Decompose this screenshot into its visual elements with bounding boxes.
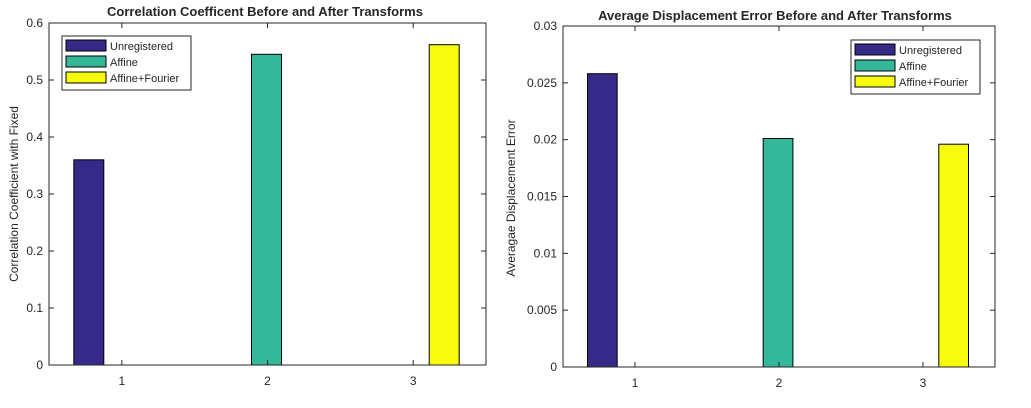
y-tick-label: 0.2 (26, 244, 43, 258)
legend: Unregistered Affine Affine+Fourier (61, 35, 192, 91)
y-tick-label: 0.4 (26, 130, 43, 144)
x-ticks: 1 2 3 (632, 26, 927, 390)
x-tick-label: 2 (776, 376, 783, 390)
y-tick-label: 0.005 (527, 303, 557, 317)
y-tick-label: 0.1 (26, 301, 43, 315)
y-axis-label: Averagae Displacement Error (504, 119, 518, 276)
legend-swatch (65, 55, 107, 68)
displacement-chart: Average Displacement Error Before and Af… (504, 8, 996, 390)
legend-swatch (65, 71, 107, 84)
correlation-chart: Correlation Coefficent Before and After … (7, 4, 487, 388)
legend-swatch (854, 75, 896, 88)
y-tick-label: 0.03 (534, 19, 558, 33)
legend-label: Unregistered (899, 45, 962, 57)
legend-label: Unregistered (110, 41, 173, 53)
x-ticks: 1 2 3 (118, 23, 417, 388)
bars (587, 73, 969, 368)
y-tick-label: 0.5 (26, 73, 43, 87)
legend-swatch (854, 59, 896, 72)
y-tick-label: 0.6 (26, 16, 43, 30)
x-tick-label: 2 (264, 374, 271, 388)
legend-swatch (854, 43, 896, 56)
legend-label: Affine (110, 57, 138, 69)
x-tick-label: 1 (118, 374, 125, 388)
bar-unregistered-1 (587, 73, 618, 368)
legend: Unregistered Affine Affine+Fourier (850, 39, 981, 95)
bars (73, 44, 460, 366)
y-ticks: 0 0.1 0.2 0.3 0.4 0.5 0.6 (26, 16, 486, 372)
y-tick-label: 0.3 (26, 187, 43, 201)
y-tick-label: 0.01 (534, 246, 558, 260)
legend-label: Affine+Fourier (899, 77, 969, 89)
chart-title: Average Displacement Error Before and Af… (598, 8, 952, 23)
x-tick-label: 3 (920, 376, 927, 390)
legend-swatch (65, 39, 107, 52)
y-tick-label: 0 (36, 358, 43, 372)
legend-label: Affine (899, 61, 927, 73)
chart-title: Correlation Coefficent Before and After … (107, 4, 423, 19)
bar-unregistered-1 (73, 159, 105, 366)
bar-affine-fourier-3 (938, 143, 969, 368)
y-tick-label: 0.025 (527, 76, 557, 90)
y-axis-label: Correlation Coefficient with Fixed (7, 106, 21, 282)
x-tick-label: 3 (410, 374, 417, 388)
x-tick-label: 1 (632, 376, 639, 390)
y-tick-label: 0.02 (534, 133, 558, 147)
y-ticks: 0 0.005 0.01 0.015 0.02 0.025 0.03 (527, 19, 995, 374)
bar-affine-2 (762, 138, 794, 368)
y-tick-label: 0 (550, 360, 557, 374)
bar-affine-2 (251, 53, 282, 366)
y-tick-label: 0.015 (527, 190, 557, 204)
bar-affine-fourier-3 (428, 44, 460, 366)
legend-label: Affine+Fourier (110, 73, 180, 85)
